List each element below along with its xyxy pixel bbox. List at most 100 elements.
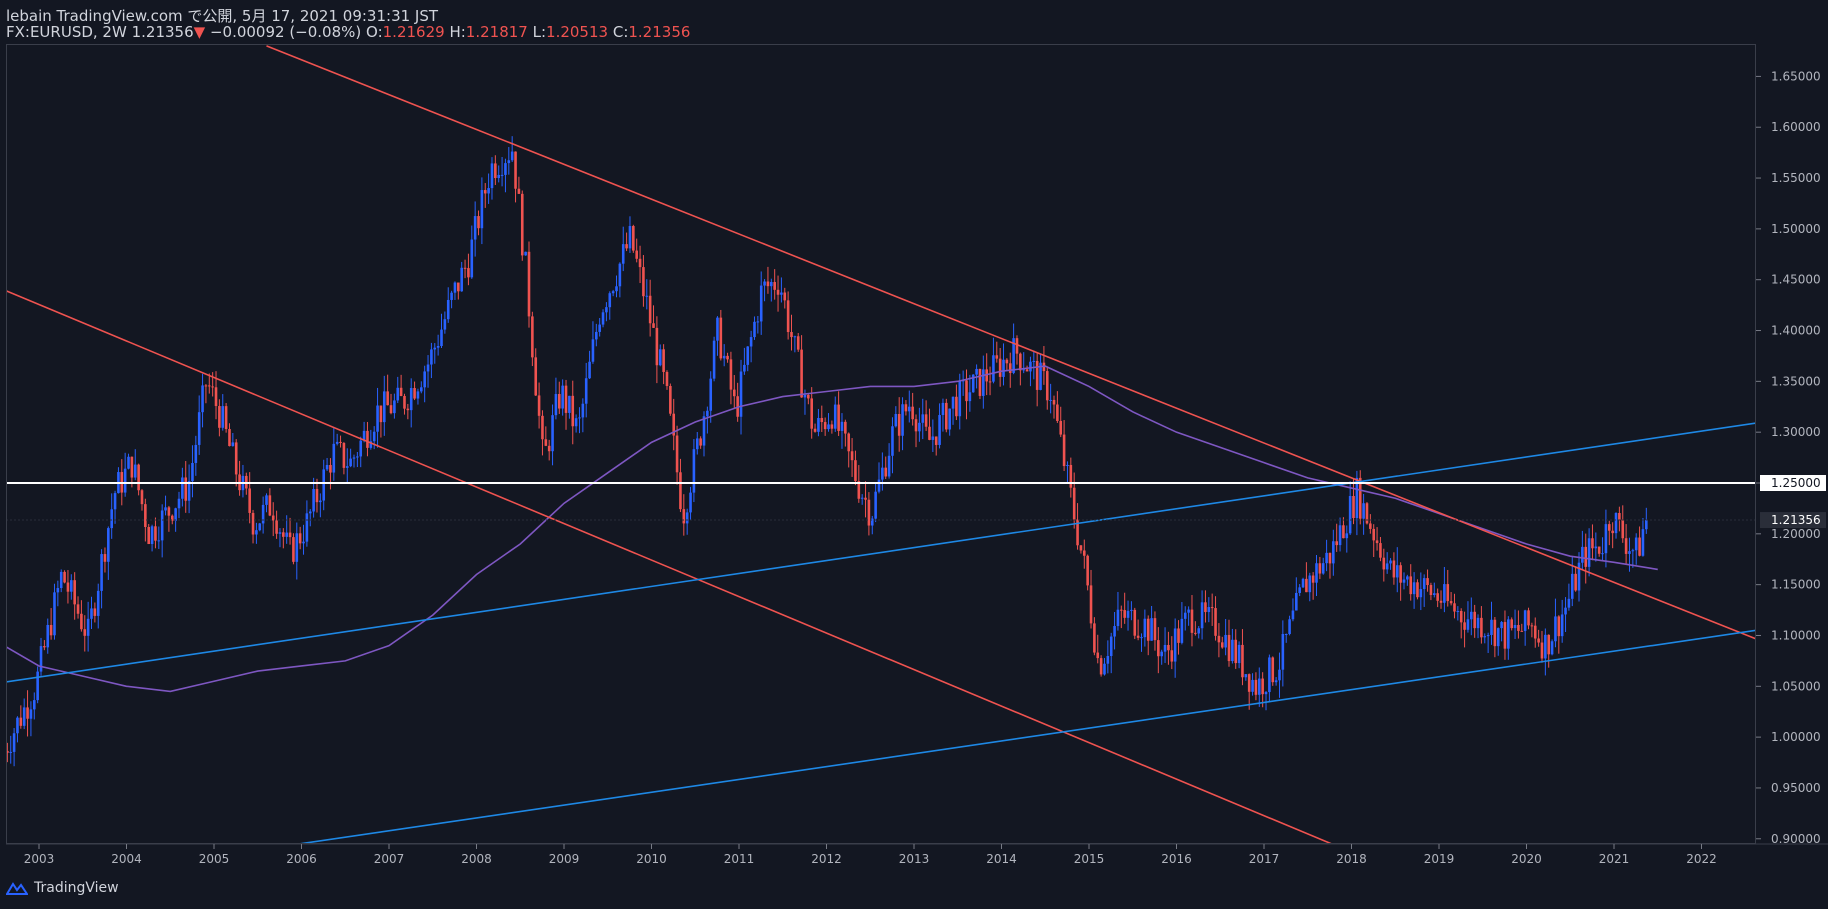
candle-body bbox=[480, 190, 484, 229]
candle-body bbox=[1459, 610, 1463, 623]
candle-body bbox=[399, 387, 403, 397]
candle-body bbox=[749, 337, 753, 347]
candle-body bbox=[1517, 625, 1520, 631]
candle-body bbox=[1490, 619, 1493, 635]
candle-body bbox=[978, 368, 982, 396]
candle-body bbox=[608, 293, 612, 308]
candle-body bbox=[1355, 477, 1359, 519]
candle-body bbox=[561, 385, 564, 409]
candle-body bbox=[632, 226, 635, 251]
candle-body bbox=[642, 267, 645, 297]
candle-body bbox=[497, 174, 501, 179]
candle-body bbox=[1587, 538, 1591, 567]
y-tick-label: 1.35000 bbox=[1771, 374, 1821, 388]
candle-body bbox=[197, 412, 201, 445]
candle-body bbox=[719, 317, 723, 359]
candle-body bbox=[184, 477, 188, 501]
candle-body bbox=[1470, 611, 1473, 620]
candle-body bbox=[574, 418, 578, 427]
candle-body bbox=[1089, 585, 1093, 624]
candle-body bbox=[258, 523, 262, 531]
candle-body bbox=[554, 394, 558, 416]
plot-area bbox=[4, 45, 1763, 845]
candle-body bbox=[931, 436, 935, 440]
candle-body bbox=[1480, 617, 1483, 638]
candle-body bbox=[345, 466, 349, 468]
candle-body bbox=[362, 430, 366, 441]
candle-body bbox=[1140, 637, 1143, 639]
x-tick-label: 2008 bbox=[461, 852, 492, 866]
candle-body bbox=[1443, 584, 1446, 603]
candle-body bbox=[32, 700, 36, 710]
candle-body bbox=[635, 250, 638, 259]
candle-body bbox=[706, 410, 709, 417]
candle-body bbox=[1133, 609, 1137, 636]
candle-body bbox=[662, 349, 665, 372]
candle-body bbox=[564, 385, 568, 413]
candle-body bbox=[140, 490, 144, 505]
candle-body bbox=[16, 717, 19, 734]
candle-body bbox=[1554, 616, 1557, 642]
candle-body bbox=[679, 472, 682, 510]
candle-body bbox=[211, 386, 214, 388]
trendline-red-1[interactable] bbox=[266, 45, 1763, 642]
candle-body bbox=[440, 329, 443, 347]
candle-body bbox=[366, 430, 369, 448]
candle-body bbox=[638, 258, 642, 268]
candle-body bbox=[66, 582, 70, 592]
candle-body bbox=[1039, 362, 1042, 390]
candle-body bbox=[1052, 399, 1056, 405]
candle-body bbox=[1268, 657, 1271, 693]
candle-body bbox=[588, 361, 591, 379]
candle-body bbox=[1241, 644, 1244, 678]
candle-body bbox=[800, 349, 803, 398]
candle-body bbox=[113, 493, 117, 510]
trendline-blue-3[interactable] bbox=[293, 629, 1763, 844]
candle-body bbox=[164, 507, 167, 511]
candle-body bbox=[295, 533, 299, 562]
candle-body bbox=[1618, 512, 1621, 520]
y-tick-label: 1.10000 bbox=[1771, 628, 1821, 642]
candle-body bbox=[524, 251, 527, 256]
candle-body bbox=[1547, 634, 1551, 655]
trendline-red-0[interactable] bbox=[4, 289, 1334, 845]
candle-body bbox=[255, 530, 258, 535]
candle-body bbox=[261, 504, 265, 524]
candle-body bbox=[770, 282, 773, 287]
candle-body bbox=[1530, 625, 1534, 627]
candles bbox=[6, 136, 1648, 767]
candle-body bbox=[695, 438, 699, 450]
x-tick-label: 2022 bbox=[1686, 852, 1717, 866]
candle-body bbox=[36, 671, 39, 701]
candle-body bbox=[507, 160, 511, 164]
candle-body bbox=[1507, 619, 1510, 649]
candle-body bbox=[1338, 525, 1342, 546]
candle-body bbox=[988, 381, 992, 383]
candle-body bbox=[669, 385, 672, 414]
candle-body bbox=[945, 402, 948, 430]
high-value: 1.21817 bbox=[465, 23, 528, 41]
candle-body bbox=[722, 355, 726, 359]
candle-body bbox=[773, 282, 776, 290]
candle-body bbox=[1278, 669, 1281, 681]
candle-body bbox=[457, 282, 460, 292]
candle-body bbox=[1062, 434, 1066, 467]
candle-body bbox=[312, 488, 315, 512]
candle-body bbox=[160, 510, 164, 541]
candle-body bbox=[1369, 523, 1372, 529]
candle-body bbox=[1382, 557, 1386, 570]
price-change: −0.00092 (−0.08%) bbox=[209, 23, 362, 41]
x-tick-label: 2013 bbox=[899, 852, 930, 866]
candle-body bbox=[1308, 575, 1312, 593]
candle-body bbox=[1291, 610, 1295, 620]
candle-body bbox=[463, 267, 467, 269]
candle-body bbox=[1106, 656, 1110, 664]
candle-body bbox=[837, 404, 840, 431]
candle-body bbox=[187, 481, 191, 501]
trendline-blue-2[interactable] bbox=[4, 422, 1763, 683]
candle-body bbox=[460, 267, 463, 292]
candle-body bbox=[1419, 589, 1423, 598]
candle-body bbox=[63, 571, 66, 583]
candle-body bbox=[157, 540, 161, 542]
